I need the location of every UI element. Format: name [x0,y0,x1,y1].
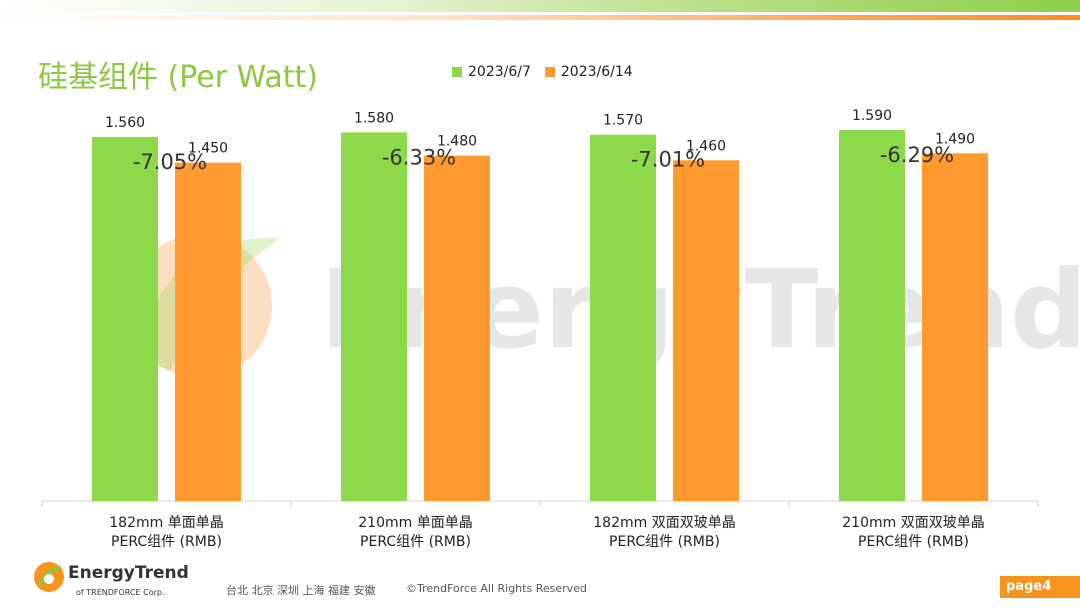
top-orange-band [0,15,1080,20]
page-number-badge: page4 [1000,576,1080,598]
legend-label-series-2: 2023/6/14 [560,64,633,80]
x-tick-label: 182mm 单面单晶 [109,515,223,531]
legend-swatch-green [452,67,462,77]
leaf-logo-icon [34,562,64,592]
x-tick-label: PERC组件 (RMB) [111,534,222,550]
bar-orange [424,155,490,501]
footer-cities: 台北 北京 深圳 上海 福建 安徽 [226,584,376,597]
logo-name: EnergyTrend [68,563,189,583]
data-label: 1.450 [188,141,228,157]
data-label: 1.580 [354,110,394,126]
x-tick-label: 210mm 双面双玻单晶 [842,515,984,531]
legend-item-series-2: 2023/6/14 [544,64,633,80]
bar-green [839,130,905,501]
bar-orange [922,153,988,502]
x-tick-label: PERC组件 (RMB) [858,534,969,550]
footer-copyright: ©TrendForce All Rights Reserved [406,582,587,595]
bar-green [92,137,158,501]
bar-green [590,134,656,501]
legend-item-series-1: 2023/6/7 [452,64,531,80]
logo-subtitle: of TRENDFORCE Corp. [76,588,165,597]
change-annotation: -6.33% [382,145,456,169]
bar-orange [673,160,739,502]
change-annotation: -6.29% [880,143,954,167]
data-label: 1.570 [603,113,643,129]
chart-legend: 2023/6/7 2023/6/14 [452,62,647,82]
top-green-band [0,0,1080,12]
x-tick-label: PERC组件 (RMB) [609,534,720,550]
x-tick-label: PERC组件 (RMB) [360,534,471,550]
data-label: 1.490 [935,131,975,147]
page-title: 硅基组件 (Per Watt) [38,60,318,95]
bar-orange [175,162,241,501]
change-annotation: -7.05% [133,150,207,174]
bar-green [341,132,407,502]
legend-label-series-1: 2023/6/7 [468,64,531,80]
data-label: 1.590 [852,108,892,124]
legend-swatch-orange [544,67,555,77]
x-tick-label: 182mm 双面双玻单晶 [593,515,735,531]
energytrend-logo: EnergyTrend of TRENDFORCE Corp. [32,560,192,602]
data-label: 1.460 [686,138,726,154]
x-tick-label: 210mm 单面单晶 [358,515,472,531]
change-annotation: -7.01% [631,148,705,172]
data-label: 1.560 [105,115,145,131]
data-label: 1.480 [437,134,477,150]
